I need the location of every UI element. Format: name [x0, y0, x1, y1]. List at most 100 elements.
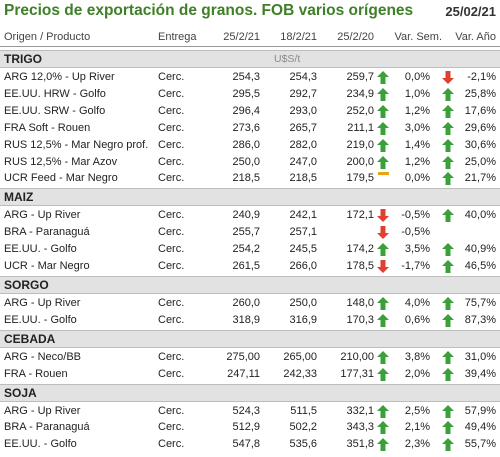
price-current: 260,0: [232, 296, 260, 309]
var-week: 2,0%: [404, 367, 430, 380]
origin-product: ARG - Up River: [4, 296, 81, 309]
var-week: 1,4%: [404, 138, 430, 151]
trend-up-icon: [377, 350, 389, 364]
price-current: 318,9: [232, 313, 260, 326]
column-header-row: Origen / Producto Entrega 25/2/21 18/2/2…: [0, 28, 500, 47]
section-header-maiz: MAIZ: [0, 188, 500, 207]
price-year-ago: 177,31: [340, 367, 374, 380]
table-row: FRA Soft - Rouen Cerc. 273,6 265,7 211,1 3,0%…: [0, 120, 500, 137]
origin-product: BRA - Paranaguá: [4, 421, 90, 434]
table-row: RUS 12,5% - Mar Azov Cerc. 250,0 247,0 200,0…: [0, 154, 500, 171]
section-label: SOJA: [4, 385, 37, 400]
header-date-current: 25/2/21: [223, 31, 260, 43]
price-week-ago: 265,00: [283, 350, 317, 363]
table-row: ARG - Up River Cerc. 240,9 242,1 172,1 -0,5% 4…: [0, 207, 500, 224]
trend-up-icon: [442, 404, 454, 418]
header-var-year: Var. Año: [455, 31, 496, 43]
section-label: CEBADA: [4, 331, 56, 346]
price-year-ago: 172,1: [346, 209, 374, 222]
var-week: -0,5%: [401, 226, 430, 239]
price-year-ago: 252,0: [346, 104, 374, 117]
price-current: 218,5: [232, 172, 260, 185]
price-year-ago: 259,7: [346, 71, 374, 83]
price-current: 295,5: [232, 87, 260, 100]
delivery: Cerc.: [158, 87, 185, 100]
trend-up-icon: [377, 404, 389, 418]
var-year: 40,0%: [464, 209, 496, 222]
delivery: Cerc.: [158, 172, 185, 185]
var-year: 31,0%: [464, 350, 496, 363]
origin-product: RUS 12,5% - Mar Negro prof.: [4, 138, 149, 151]
section-header-sorgo: SORGO: [0, 275, 500, 294]
var-year: 75,7%: [464, 296, 496, 309]
table-row: UCR Feed - Mar Negro Cerc. 218,5 218,5 179,5…: [0, 170, 500, 187]
price-current: 524,3: [232, 404, 260, 417]
price-year-ago: 234,9: [346, 87, 374, 100]
origin-product: UCR Feed - Mar Negro: [4, 172, 118, 185]
origin-product: ARG - Up River: [4, 209, 81, 222]
var-year: 39,4%: [464, 367, 496, 380]
var-week: 1,2%: [404, 104, 430, 117]
origin-product: ARG 12,0% - Up River: [4, 71, 115, 83]
price-week-ago: 245,5: [289, 243, 317, 256]
origin-product: FRA - Rouen: [4, 367, 68, 380]
origin-product: BRA - Paranaguá: [4, 226, 90, 239]
price-current: 255,7: [232, 226, 260, 239]
trend-up-icon: [377, 367, 389, 381]
var-year: 40,9%: [464, 243, 496, 256]
var-year: 25,0%: [464, 155, 496, 168]
price-year-ago: 174,2: [346, 243, 374, 256]
price-current: 261,5: [232, 260, 260, 272]
section-header-trigo: TRIGO U$S/t: [0, 50, 500, 68]
var-week: 0,6%: [404, 313, 430, 326]
delivery: Cerc.: [158, 313, 185, 326]
var-week: 3,8%: [404, 350, 430, 363]
price-week-ago: 511,5: [290, 404, 317, 417]
table-row: EE.UU. - Golfo Cerc. 318,9 316,9 170,3 0,6% 87…: [0, 312, 500, 329]
trend-up-icon: [442, 138, 454, 152]
price-week-ago: 502,2: [289, 421, 317, 434]
origin-product: UCR - Mar Negro: [4, 260, 90, 272]
origin-product: EE.UU. HRW - Golfo: [4, 87, 106, 100]
section-header-cebada: CEBADA: [0, 329, 500, 348]
delivery: Cerc.: [158, 121, 185, 134]
trend-up-icon: [442, 155, 454, 169]
price-year-ago: 178,5: [346, 260, 374, 272]
table-row: BRA - Paranaguá Cerc. 255,7 257,1 -0,5%: [0, 224, 500, 241]
trend-up-icon: [442, 104, 454, 118]
price-week-ago: 218,5: [289, 172, 317, 185]
var-year: 87,3%: [464, 313, 496, 326]
price-week-ago: 247,0: [289, 155, 317, 168]
header-date-week: 18/2/21: [280, 31, 317, 43]
table-row: BRA - Paranaguá Cerc. 512,9 502,2 343,3 2,1% 4…: [0, 419, 500, 436]
section-label: MAIZ: [4, 190, 34, 205]
price-year-ago: 211,1: [347, 121, 374, 134]
var-week: 1,0%: [404, 87, 430, 100]
trend-up-icon: [377, 87, 389, 101]
trend-up-icon: [377, 71, 389, 84]
price-year-ago: 332,1: [346, 404, 374, 417]
section-label: SORGO: [4, 277, 49, 292]
origin-product: EE.UU. - Golfo: [4, 438, 77, 451]
origin-product: EE.UU. - Golfo: [4, 243, 77, 256]
price-week-ago: 282,0: [289, 138, 317, 151]
trend-up-icon: [377, 104, 389, 118]
delivery: Cerc.: [158, 438, 185, 451]
price-week-ago: 266,0: [289, 260, 317, 272]
var-year: 17,6%: [464, 104, 496, 117]
trend-up-icon: [442, 296, 454, 310]
table-row: ARG 12,0% - Up River Cerc. 254,3 254,3 259,7…: [0, 69, 500, 86]
price-current: 250,0: [232, 155, 260, 168]
price-current: 254,2: [232, 243, 260, 256]
var-week: 3,5%: [404, 243, 430, 256]
origin-product: FRA Soft - Rouen: [4, 121, 91, 134]
trend-up-icon: [377, 421, 389, 435]
table-row: EE.UU. SRW - Golfo Cerc. 296,4 293,0 252,0 1,…: [0, 103, 500, 120]
delivery: Cerc.: [158, 71, 185, 83]
header-delivery: Entrega: [158, 31, 197, 43]
price-year-ago: 219,0: [346, 138, 374, 151]
price-week-ago: 265,7: [289, 121, 317, 134]
var-year: 49,4%: [464, 421, 496, 434]
header-date-year: 25/2/20: [337, 31, 374, 43]
